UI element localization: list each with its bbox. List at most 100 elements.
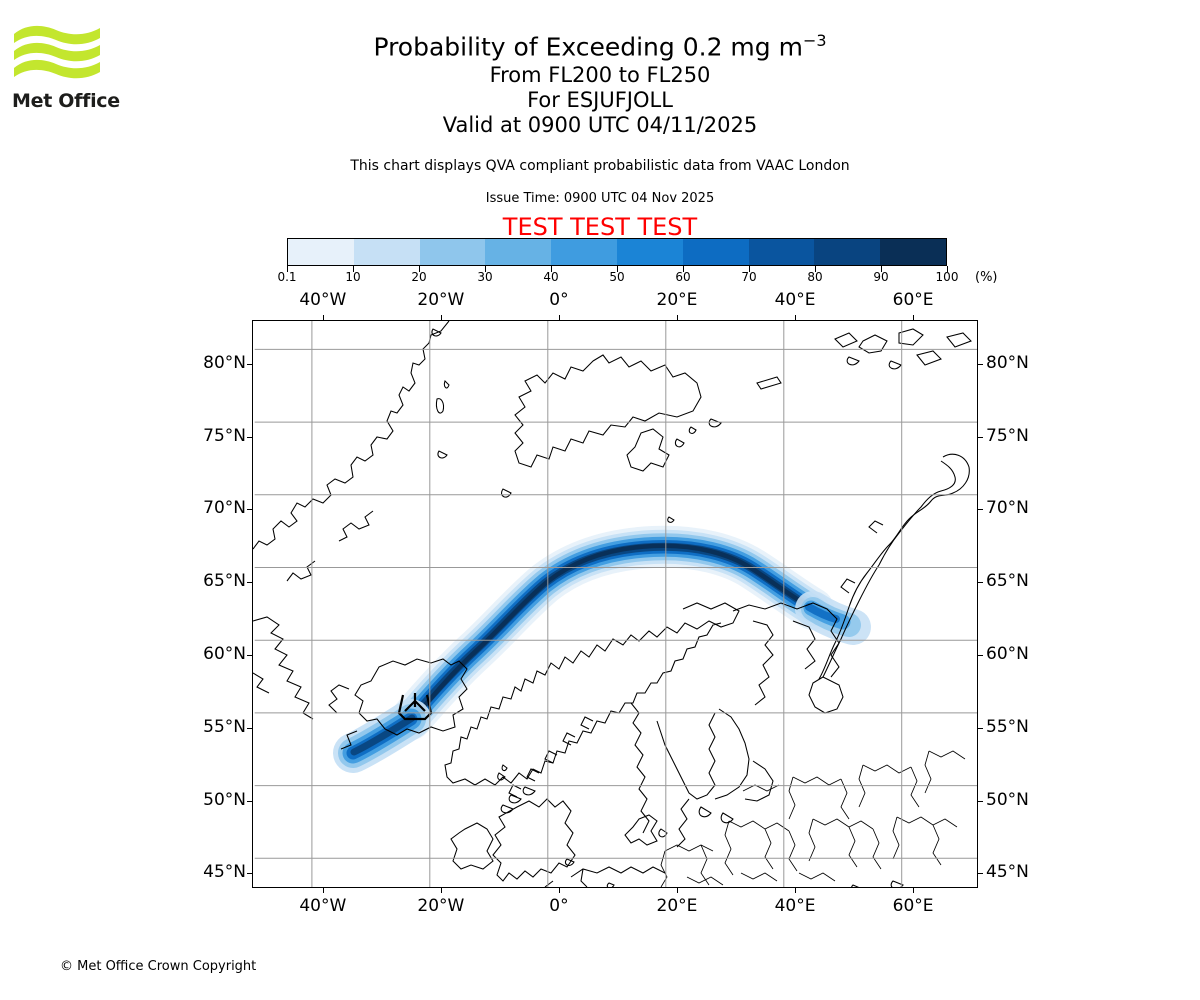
- colorbar-tick: [947, 266, 948, 272]
- colorbar-tick-label-10: 10: [345, 270, 361, 284]
- met-office-wave-icon: [14, 25, 100, 79]
- colorbar: [287, 238, 947, 266]
- colorbar-unit-label: (%): [975, 270, 998, 285]
- colorbar-gradient: [287, 238, 947, 266]
- colorbar-tick: [485, 266, 486, 272]
- lon-label-top-0: 0°: [549, 290, 569, 310]
- lat-label-left-60: 60°N: [203, 643, 246, 664]
- lon-label-top-60: 60°E: [892, 290, 934, 310]
- lon-tick: [676, 315, 678, 320]
- lat-tick: [978, 654, 983, 656]
- lat-label-right-65: 65°N: [986, 571, 1029, 592]
- lon-label-bottom--40: 40°W: [299, 896, 347, 916]
- lon-tick: [795, 315, 797, 320]
- colorbar-tick: [353, 266, 354, 272]
- lat-tick: [247, 654, 252, 656]
- lat-tick: [978, 436, 983, 438]
- lon-label-top--40: 40°W: [299, 290, 347, 310]
- test-banner: TEST TEST TEST: [502, 213, 698, 241]
- lat-tick: [978, 873, 983, 875]
- colorbar-tick: [551, 266, 552, 272]
- lat-tick: [247, 436, 252, 438]
- map-canvas: [253, 321, 977, 887]
- lon-tick: [440, 315, 442, 320]
- lat-label-right-80: 80°N: [986, 352, 1029, 373]
- colorbar-segment-5: [616, 239, 683, 265]
- met-office-wordmark: Met Office: [12, 90, 120, 112]
- lat-tick: [247, 800, 252, 802]
- lon-tick: [440, 888, 442, 893]
- colorbar-tick-label-30: 30: [477, 270, 493, 284]
- colorbar-tick: [815, 266, 816, 272]
- lat-tick: [247, 509, 252, 511]
- colorbar-segment-6: [682, 239, 749, 265]
- lon-label-bottom--20: 20°W: [417, 896, 465, 916]
- colorbar-tick: [287, 266, 288, 272]
- colorbar-segment-2: [419, 239, 486, 265]
- colorbar-segment-3: [485, 239, 552, 265]
- colorbar-segment-9: [880, 239, 946, 265]
- colorbar-tick: [683, 266, 684, 272]
- lat-label-right-75: 75°N: [986, 425, 1029, 446]
- colorbar-segment-7: [748, 239, 815, 265]
- met-office-logo: Met Office: [12, 22, 122, 117]
- colorbar-ticks: [287, 266, 948, 276]
- lat-label-right-45: 45°N: [986, 862, 1029, 883]
- lat-tick: [978, 727, 983, 729]
- lon-tick: [558, 315, 560, 320]
- map-gridlines: [254, 321, 977, 887]
- lat-label-left-55: 55°N: [203, 716, 246, 737]
- volcano-marker: [397, 693, 433, 721]
- lat-tick: [978, 363, 983, 365]
- colorbar-tick-label-60: 60: [675, 270, 691, 284]
- colorbar-tick: [881, 266, 882, 272]
- colorbar-tick-label-100: 100: [935, 270, 959, 284]
- lon-label-top--20: 20°W: [417, 290, 465, 310]
- coastlines: [253, 321, 972, 887]
- colorbar-tick: [419, 266, 420, 272]
- lat-label-right-50: 50°N: [986, 789, 1029, 810]
- issue-time: Issue Time: 0900 UTC 04 Nov 2025: [485, 191, 715, 206]
- volcano-subtitle: For ESJUFJOLL: [527, 88, 673, 112]
- lat-label-left-65: 65°N: [203, 571, 246, 592]
- colorbar-tick: [749, 266, 750, 272]
- lon-tick: [676, 888, 678, 893]
- lat-label-left-45: 45°N: [203, 862, 246, 883]
- lat-label-right-60: 60°N: [986, 643, 1029, 664]
- lon-label-top-20: 20°E: [656, 290, 698, 310]
- colorbar-tick-label-70: 70: [741, 270, 757, 284]
- lat-label-left-50: 50°N: [203, 789, 246, 810]
- colorbar-segment-4: [551, 239, 617, 265]
- lon-label-bottom-40: 40°E: [774, 896, 816, 916]
- colorbar-tick-label-90: 90: [873, 270, 889, 284]
- colorbar-tick-labels: 0.1 10 20 30 40 50 60 70 80 90 100: [0, 270, 1200, 288]
- flight-level-subtitle: From FL200 to FL250: [489, 63, 711, 87]
- lat-label-right-70: 70°N: [986, 498, 1029, 519]
- colorbar-segment-0: [288, 239, 354, 265]
- colorbar-tick-label-50: 50: [609, 270, 625, 284]
- lat-tick: [978, 582, 983, 584]
- lon-tick: [913, 888, 915, 893]
- lat-label-left-70: 70°N: [203, 498, 246, 519]
- map-plot-area[interactable]: [252, 320, 978, 888]
- lon-tick: [322, 888, 324, 893]
- lon-tick: [558, 888, 560, 893]
- lat-tick: [247, 873, 252, 875]
- colorbar-segment-8: [814, 239, 881, 265]
- colorbar-tick-label-40: 40: [543, 270, 559, 284]
- lon-tick: [795, 888, 797, 893]
- lon-label-bottom-20: 20°E: [656, 896, 698, 916]
- lat-tick: [247, 727, 252, 729]
- colorbar-tick-label-80: 80: [807, 270, 823, 284]
- lat-label-right-55: 55°N: [986, 716, 1029, 737]
- page-title-text: Probability of Exceeding 0.2 mg m: [373, 32, 803, 62]
- lat-tick: [247, 582, 252, 584]
- colorbar-tick-label-0.1: 0.1: [277, 270, 297, 284]
- ash-plume: [333, 525, 871, 773]
- lat-tick: [978, 800, 983, 802]
- lon-label-bottom-60: 60°E: [892, 896, 934, 916]
- colorbar-tick-label-20: 20: [411, 270, 427, 284]
- lon-label-top-40: 40°E: [774, 290, 816, 310]
- lat-label-left-80: 80°N: [203, 352, 246, 373]
- copyright-notice: © Met Office Crown Copyright: [60, 959, 257, 974]
